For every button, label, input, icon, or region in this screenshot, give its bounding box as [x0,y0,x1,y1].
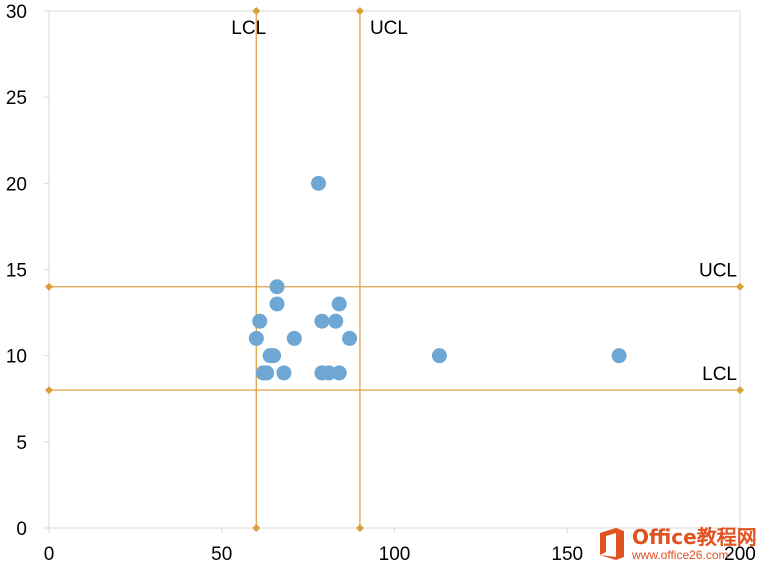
control-line-end-marker [45,386,53,395]
control-line-end-marker [252,524,261,532]
watermark-url: www.office26.com [632,548,729,562]
y-tick-label: 15 [6,261,27,282]
data-point [331,296,347,312]
data-point [266,348,282,364]
data-point [611,348,627,364]
watermark-title: Office教程网 [632,525,757,549]
office-logo-icon [596,527,628,561]
control-line-end-marker [252,7,261,15]
data-point [259,365,275,381]
vertical-control-label: LCL [231,18,266,39]
y-tick-label: 10 [6,347,27,368]
data-point [314,313,330,329]
y-tick-label: 30 [6,2,27,23]
data-point [328,313,344,329]
data-point [342,330,358,346]
watermark: Office教程网 www.office26.com [596,520,760,568]
data-point [248,330,264,346]
vertical-control-label: UCL [370,18,408,39]
data-point [276,365,292,381]
control-line-end-marker [45,282,53,291]
data-point [269,296,285,312]
x-tick-label: 50 [211,544,232,565]
horizontal-control-label: LCL [702,364,737,385]
x-tick-label: 0 [44,544,55,565]
data-point [431,348,447,364]
data-point [252,313,268,329]
horizontal-control-label: UCL [699,261,737,282]
x-tick-label: 200 [724,544,756,565]
x-tick-label: 150 [551,544,583,565]
x-tick-label: 100 [379,544,411,565]
control-line-end-marker [736,386,744,395]
data-point [269,279,285,295]
control-line-end-marker [355,7,364,15]
control-line-end-marker [355,524,364,532]
data-point [321,365,337,381]
y-tick-label: 5 [16,433,27,454]
control-line-end-marker [736,282,744,291]
data-point [331,365,347,381]
y-tick-label: 25 [6,88,27,109]
data-point [310,175,326,191]
y-tick-label: 0 [16,519,27,540]
data-point [286,330,302,346]
y-tick-label: 20 [6,174,27,195]
